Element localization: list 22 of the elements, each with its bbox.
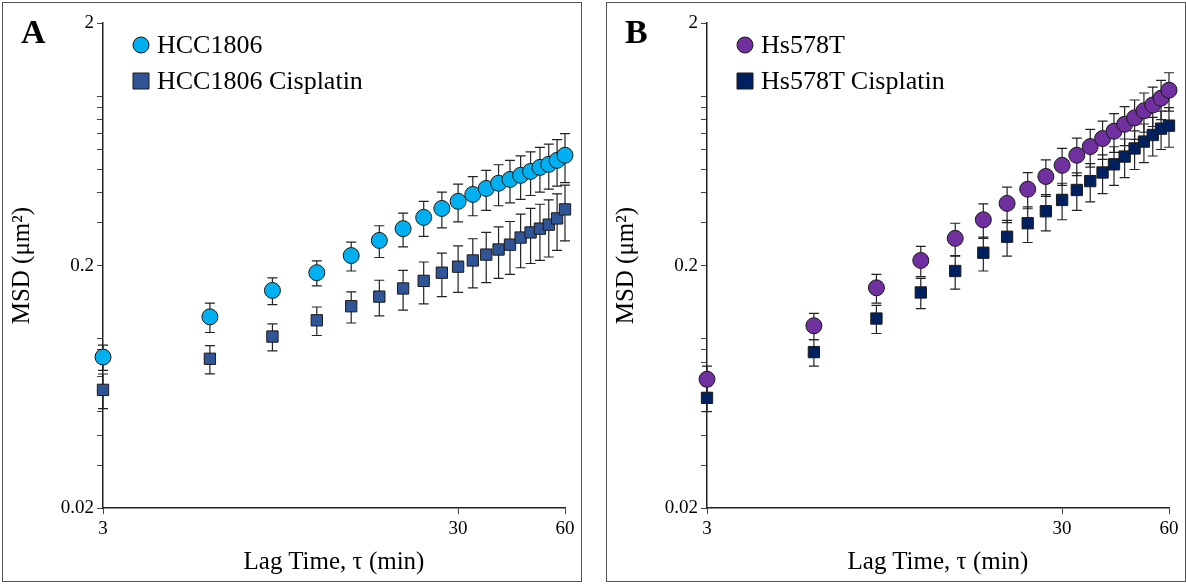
chart-title: A (21, 12, 46, 50)
y-tick-label: 2 (84, 10, 94, 32)
legend-label: Hs578T Cisplatin (761, 65, 945, 95)
x-axis-title: Lag Time, τ (min) (243, 546, 425, 575)
x-tick-label: 30 (1052, 516, 1072, 538)
legend-label: HCC1806 (157, 29, 263, 59)
y-tick-label: 0.2 (70, 253, 94, 275)
y-axis-title: MSD (μm²) (6, 206, 35, 325)
y-axis-title: MSD (μm²) (610, 206, 639, 325)
legend-label: Hs578T (761, 29, 845, 59)
chart-title: B (625, 12, 648, 50)
x-tick-label: 60 (1159, 516, 1179, 538)
y-tick-label: 0.02 (60, 496, 94, 518)
x-tick-label: 3 (98, 516, 108, 538)
x-tick-label: 3 (702, 516, 712, 538)
x-axis-title: Lag Time, τ (min) (847, 546, 1029, 575)
y-tick-label: 2 (688, 10, 698, 32)
legend-label: HCC1806 Cisplatin (157, 65, 363, 95)
y-tick-label: 0.02 (664, 496, 698, 518)
x-tick-label: 30 (448, 516, 468, 538)
x-tick-label: 60 (555, 516, 575, 538)
y-tick-label: 0.2 (674, 253, 698, 275)
